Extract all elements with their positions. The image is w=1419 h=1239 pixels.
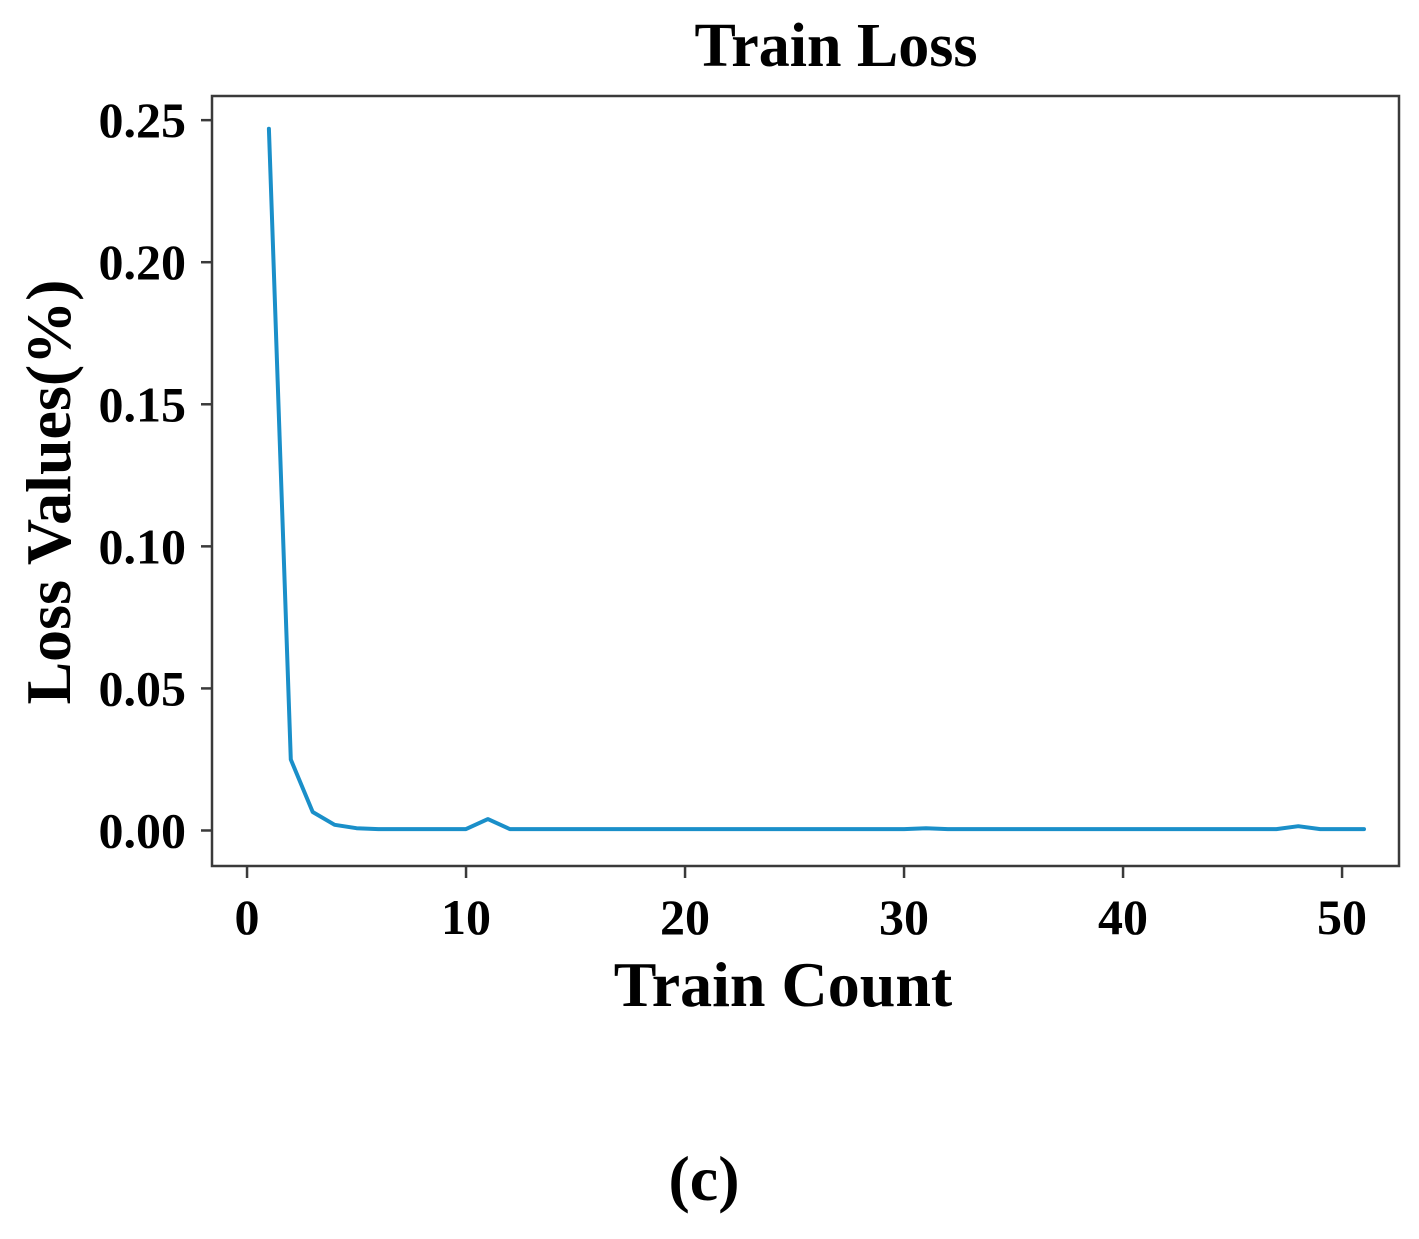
y-tick-label: 0.20 [99,234,187,290]
series-line [266,126,1366,832]
y-tick-label: 0.25 [99,92,187,148]
y-axis: 0.00 0.05 0.10 0.15 0.20 0.25 [99,92,212,858]
series-layer [266,126,1366,832]
x-tick-label: 10 [441,889,491,945]
y-tick-label: 0.10 [99,518,187,574]
x-tick-label: 30 [879,889,929,945]
chart-title: Train Loss [694,12,977,80]
y-axis-label: Loss Values(%) [13,280,84,705]
y-tick-label: 0.00 [99,802,187,858]
x-tick-label: 0 [235,889,260,945]
y-tick-label: 0.05 [99,660,187,716]
plot-frame [210,94,1401,868]
y-tick-label: 0.15 [99,376,187,432]
x-tick-label: 20 [660,889,710,945]
x-axis-label: Train Count [614,949,953,1020]
x-tick-label: 40 [1098,889,1148,945]
x-axis: 0 10 20 30 40 50 [235,866,1367,945]
figure-label: (c) [668,1143,739,1214]
x-tick-label: 50 [1317,889,1367,945]
